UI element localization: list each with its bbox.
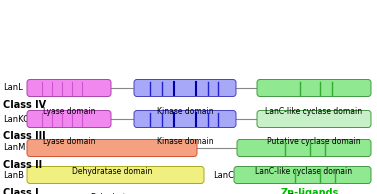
FancyBboxPatch shape <box>27 80 111 96</box>
Text: Kinase domain: Kinase domain <box>157 138 213 146</box>
FancyBboxPatch shape <box>27 139 197 157</box>
Text: Zn-ligands: Zn-ligands <box>281 188 339 194</box>
Text: Cyclase: Cyclase <box>287 193 317 194</box>
FancyBboxPatch shape <box>234 166 371 184</box>
Text: LanC: LanC <box>213 171 234 179</box>
FancyBboxPatch shape <box>27 166 204 184</box>
Text: Dehydratase domain: Dehydratase domain <box>72 166 152 176</box>
Text: Lyase domain: Lyase domain <box>43 138 95 146</box>
Text: LanM: LanM <box>3 144 25 152</box>
Text: Dehydratase: Dehydratase <box>90 193 139 194</box>
Text: Class II: Class II <box>3 160 42 170</box>
Text: LanL: LanL <box>3 83 23 93</box>
Text: Kinase domain: Kinase domain <box>157 107 213 115</box>
FancyBboxPatch shape <box>237 139 371 157</box>
Text: LanKC: LanKC <box>3 114 29 124</box>
FancyBboxPatch shape <box>257 111 371 127</box>
Text: LanC-like cyclase domain: LanC-like cyclase domain <box>256 166 352 176</box>
FancyBboxPatch shape <box>27 111 111 127</box>
Text: Class III: Class III <box>3 131 46 141</box>
Text: Lyase domain: Lyase domain <box>43 107 95 115</box>
FancyBboxPatch shape <box>257 80 371 96</box>
Text: LanB: LanB <box>3 171 24 179</box>
FancyBboxPatch shape <box>134 80 236 96</box>
Text: Putative cyclase domain: Putative cyclase domain <box>267 138 361 146</box>
Text: Class IV: Class IV <box>3 100 46 110</box>
Text: Class I: Class I <box>3 188 38 194</box>
Text: LanC-like cyclase domain: LanC-like cyclase domain <box>265 107 363 115</box>
FancyBboxPatch shape <box>134 111 236 127</box>
